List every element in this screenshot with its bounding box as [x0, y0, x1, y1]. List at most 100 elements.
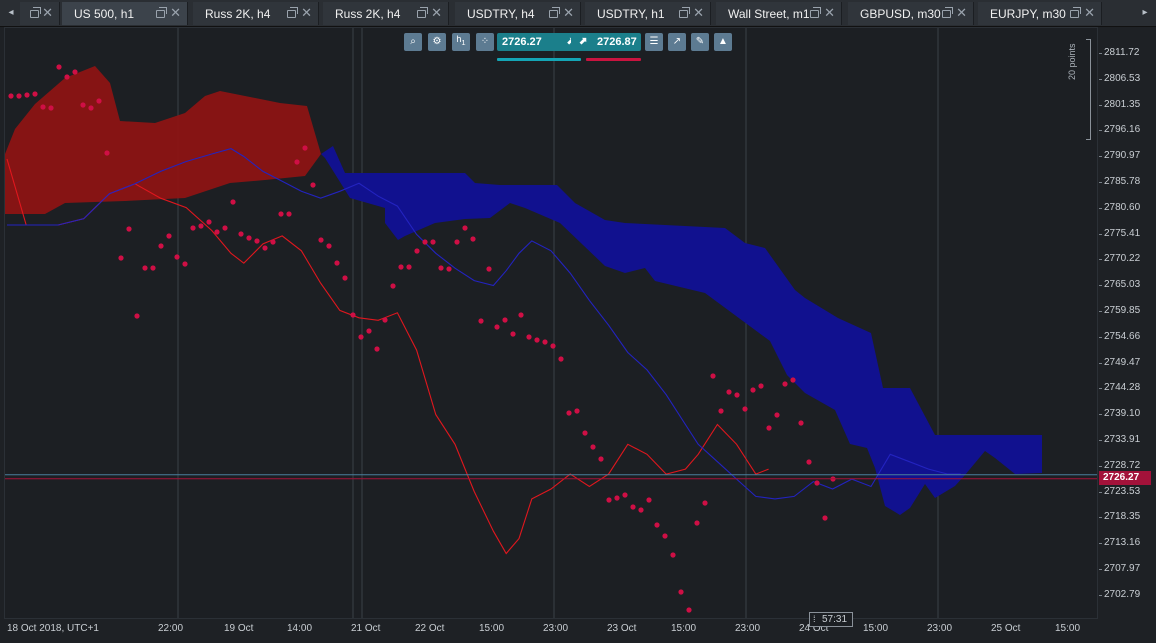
detach-tab-icon[interactable]	[1070, 7, 1081, 18]
detach-tab-icon[interactable]	[287, 7, 298, 18]
chikou-dot	[48, 105, 54, 111]
chikou-dot	[32, 91, 38, 97]
ichimoku-chart[interactable]	[5, 28, 1098, 619]
chart-tab-bar: ◂ ✕ US 500, h1 ✕ Russ 2K, h4 ✕ Russ 2K, h4 ✕ US…	[0, 0, 1156, 27]
chart-type-icon[interactable]: ⁘	[476, 33, 494, 51]
chikou-dot	[678, 589, 684, 595]
detach-tab-icon[interactable]	[810, 7, 821, 18]
chikou-dot	[326, 243, 332, 249]
chikou-dot	[118, 255, 124, 261]
chikou-dot	[814, 480, 820, 486]
scale-label: 20 points	[1067, 43, 1077, 80]
chikou-dot	[374, 346, 380, 352]
buy-arrow-icon: ⬈	[579, 36, 588, 47]
close-tab-icon[interactable]: ✕	[170, 5, 181, 20]
chikou-dot	[798, 420, 804, 426]
chikou-dot	[206, 219, 212, 225]
bid-price: 2726.27	[502, 36, 542, 48]
chart-tab[interactable]: Russ 2K, h4 ✕	[193, 2, 319, 25]
tab-label: USDTRY, h4	[467, 7, 535, 21]
tab-label: EURJPY, m30	[990, 7, 1066, 21]
time-tick-label: 14:00	[287, 623, 313, 634]
chart-tab[interactable]: Russ 2K, h4 ✕	[323, 2, 449, 25]
price-axis[interactable]: 2811.72 2806.53 2801.35 2796.16 2790.97 2785.…	[1098, 27, 1156, 619]
drawing-tools-icon[interactable]: ✎	[691, 33, 709, 51]
chikou-dot	[774, 412, 780, 418]
detach-tab-icon[interactable]	[417, 7, 428, 18]
chart-tab[interactable]: USDTRY, h4 ✕	[455, 2, 581, 25]
chikou-dot	[8, 93, 14, 99]
sell-price-button[interactable]: 2726.27 ⬈	[497, 33, 581, 51]
chikou-dot	[198, 223, 204, 229]
close-tab-icon[interactable]: ✕	[824, 5, 835, 20]
chikou-dot	[366, 328, 372, 334]
chart-tab[interactable]: USDTRY, h1 ✕	[585, 2, 711, 25]
price-tick-label: 2796.16	[1098, 124, 1141, 136]
chikou-dot	[670, 552, 676, 558]
close-tab-icon[interactable]: ✕	[431, 5, 442, 20]
detach-tab-icon[interactable]	[549, 7, 560, 18]
chart-settings-icon[interactable]: ⚙	[428, 33, 446, 51]
price-tick-label: 2759.85	[1098, 305, 1141, 316]
detach-tab-icon[interactable]	[156, 7, 167, 18]
time-tick-label: 24 Oct	[799, 623, 829, 634]
price-tick-label: 2785.78	[1098, 176, 1141, 187]
close-tab-icon[interactable]: ✕	[563, 5, 574, 20]
detach-tab-icon[interactable]	[679, 7, 690, 18]
close-tab-icon[interactable]: ✕	[42, 5, 53, 20]
close-tab-icon[interactable]: ✕	[301, 5, 312, 20]
chart-area[interactable]	[4, 27, 1098, 619]
price-tick-label: 2728.72	[1098, 459, 1141, 471]
chart-tab[interactable]: US 500, h1 ✕	[62, 2, 188, 25]
indicators-icon[interactable]: ↗	[668, 33, 686, 51]
chikou-dot	[710, 373, 716, 379]
templates-icon[interactable]: ▲	[714, 33, 732, 51]
chart-tab[interactable]: Wall Street, m1 ✕	[716, 2, 842, 25]
chikou-dot	[662, 533, 668, 539]
price-tick-label: 2801.35	[1098, 98, 1141, 110]
chikou-dot	[230, 199, 236, 205]
kijun-sen-line	[7, 148, 961, 500]
time-tick-label: 23 Oct	[607, 623, 637, 634]
checklist-icon[interactable]: ☰	[645, 33, 663, 51]
chikou-dot	[278, 211, 284, 217]
tab-label: US 500, h1	[74, 7, 135, 21]
chikou-dot	[574, 408, 580, 414]
detach-tab-icon[interactable]	[942, 7, 953, 18]
chikou-dot	[56, 64, 62, 70]
chikou-dot	[606, 497, 612, 503]
price-tick-label: 2723.53	[1098, 485, 1141, 497]
chikou-dot	[40, 104, 46, 110]
chikou-dot	[454, 239, 460, 245]
close-tab-icon[interactable]: ✕	[693, 5, 704, 20]
chart-tab[interactable]: GBPUSD, m30 ✕	[848, 2, 974, 25]
hidden-tab[interactable]: ✕	[20, 2, 60, 25]
tab-scroll-left-icon[interactable]: ◂	[8, 7, 14, 18]
price-tick-label: 2754.66	[1098, 330, 1141, 342]
close-tab-icon[interactable]: ✕	[956, 5, 967, 20]
chikou-dot	[726, 389, 732, 395]
chart-tab[interactable]: EURJPY, m30 ✕	[978, 2, 1102, 25]
chikou-dot	[358, 334, 364, 340]
time-tick-label: 22:00	[158, 623, 184, 634]
chikou-dot	[822, 515, 828, 521]
chikou-dot	[486, 266, 492, 272]
chikou-dot	[518, 312, 524, 318]
chikou-dot	[398, 264, 404, 270]
chikou-dot	[766, 425, 772, 431]
close-tab-icon[interactable]: ✕	[1084, 5, 1095, 20]
timeframe-button[interactable]: h1	[452, 33, 470, 51]
chikou-dot	[166, 233, 172, 239]
buy-price-button[interactable]: 2726.87 ⬈	[571, 33, 641, 51]
chikou-dot	[694, 520, 700, 526]
chikou-dot	[286, 211, 292, 217]
chikou-dot	[342, 275, 348, 281]
chikou-dot	[270, 239, 276, 245]
detach-tab-icon[interactable]	[30, 7, 41, 18]
tab-scroll-right-icon[interactable]: ▸	[1142, 7, 1148, 18]
tab-label: USDTRY, h1	[597, 7, 665, 21]
price-tick-label: 2790.97	[1098, 150, 1141, 162]
zoom-icon[interactable]: ⌕	[404, 33, 422, 51]
time-axis[interactable]: 18 Oct 2018, UTC+1 22:00 19 Oct 14:00 21 Oct…	[0, 619, 1156, 643]
time-tick-label: 25 Oct	[991, 623, 1021, 634]
